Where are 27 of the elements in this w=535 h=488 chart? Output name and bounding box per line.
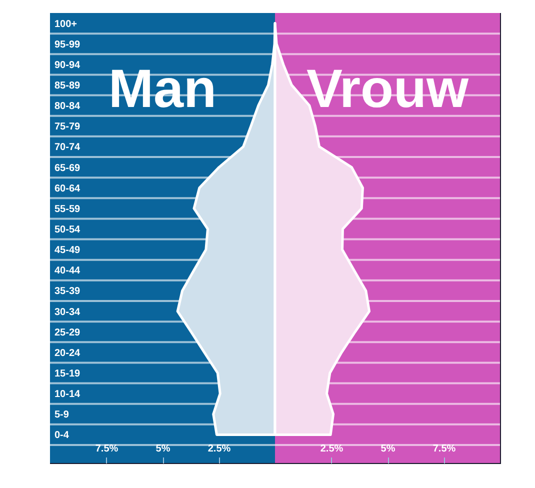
- x-tick-label: 2.5%: [320, 444, 344, 454]
- y-tick-label: 0-4: [54, 430, 70, 442]
- x-tick-label: 7.5%: [432, 444, 456, 454]
- y-tick-label: 100+: [54, 18, 78, 30]
- y-tick-label: 80-84: [54, 101, 81, 112]
- y-tick-label: 90-94: [54, 60, 81, 71]
- y-tick-label: 45-49: [54, 245, 81, 256]
- y-tick-label: 60-64: [54, 183, 81, 194]
- y-tick-label: 15-19: [54, 368, 81, 380]
- y-tick-label: 95-99: [54, 39, 81, 50]
- x-tick-label: 2.5%: [208, 444, 231, 454]
- y-tick-label: 5-9: [54, 410, 70, 421]
- y-tick-label: 25-29: [54, 327, 81, 338]
- x-tick-label: 7.5%: [95, 444, 118, 454]
- y-tick-label: 20-24: [54, 348, 81, 359]
- y-tick-label: 55-59: [54, 204, 81, 215]
- y-tick-label: 65-69: [54, 162, 81, 174]
- y-tick-label: 35-39: [54, 286, 81, 298]
- y-tick-label: 75-79: [54, 122, 81, 133]
- x-tick-label: 5%: [156, 444, 170, 454]
- y-tick-label: 50-54: [54, 224, 81, 236]
- y-tick-label: 70-74: [54, 142, 81, 154]
- y-tick-label: 85-89: [54, 80, 81, 92]
- x-tick-label: 5%: [380, 444, 396, 454]
- y-tick-label: 40-44: [54, 266, 81, 277]
- y-tick-label: 10-14: [54, 389, 81, 400]
- y-tick-label: 30-34: [54, 306, 81, 318]
